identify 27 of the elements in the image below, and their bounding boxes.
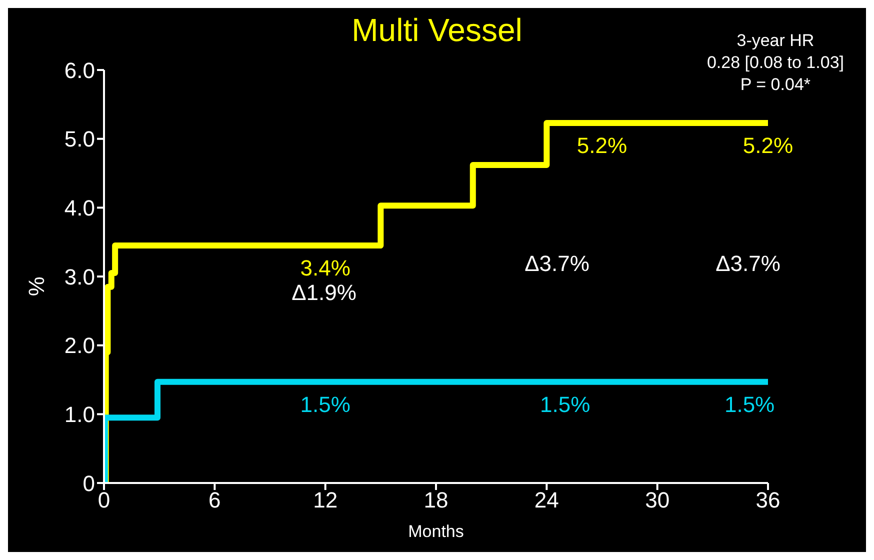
y-tick-label: 4.0: [64, 195, 95, 220]
annotation: Δ3.7%: [714, 251, 782, 277]
data-label: 1.5%: [540, 392, 590, 417]
x-tick-label: 6: [208, 488, 221, 513]
annotation: Δ1.9%: [290, 280, 358, 306]
data-label: 3.4%: [300, 256, 350, 281]
x-axis-title: Months: [408, 522, 464, 542]
data-label: 5.2%: [742, 133, 794, 158]
chart-title: Multi Vessel: [352, 12, 522, 48]
x-tick-label: 30: [645, 488, 670, 513]
y-tick-label: 3.0: [64, 264, 95, 290]
y-axis-title: %: [24, 276, 49, 296]
x-tick-label: 36: [756, 488, 780, 513]
annotation: Δ3.7%: [524, 251, 590, 277]
x-tick-label: 18: [424, 488, 448, 513]
data-label: 1.5%: [724, 392, 775, 417]
data-label: 1.5%: [300, 392, 350, 417]
y-tick-label: 5.0: [64, 126, 95, 152]
y-tick-label: 1.0: [64, 402, 95, 427]
y-tick-label: 0: [82, 470, 95, 496]
y-tick-label: 6.0: [64, 58, 95, 83]
annotation: 3-year HR 0.28 [0.08 to 1.03] P = 0.04*: [706, 30, 844, 96]
x-tick-label: 12: [313, 488, 338, 513]
y-tick-label: 2.0: [64, 333, 95, 358]
x-tick-label: 24: [534, 488, 559, 513]
data-label: 5.2%: [576, 133, 628, 158]
x-tick-label: 0: [98, 488, 110, 513]
